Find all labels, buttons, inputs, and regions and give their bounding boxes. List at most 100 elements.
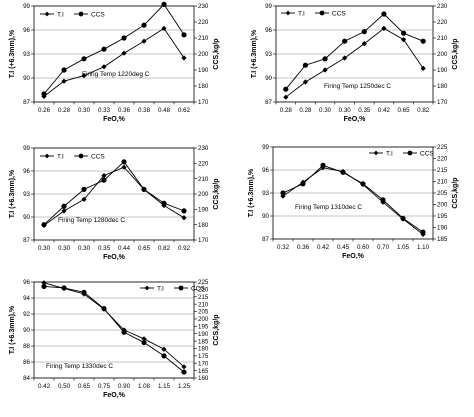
y2-tick-label: 170 xyxy=(198,237,209,244)
legend-marker-diamond xyxy=(373,150,379,156)
data-point-circle xyxy=(61,285,67,291)
series-line-ti xyxy=(285,27,424,98)
data-point-circle xyxy=(101,177,107,183)
y2-tick-label: 215 xyxy=(437,167,448,174)
y2-tick-label: 230 xyxy=(437,3,448,10)
x-tick-label: 0.30 xyxy=(319,107,332,114)
y2-tick-label: 225 xyxy=(198,279,209,286)
y-tick-label: 96 xyxy=(23,279,30,286)
x-tick-label: 1.25 xyxy=(178,383,191,390)
data-point-circle xyxy=(101,46,107,52)
data-point-circle xyxy=(283,86,289,92)
data-point-diamond xyxy=(121,50,127,56)
y-tick-label: 99 xyxy=(265,3,272,10)
x-tick-label: 0.60 xyxy=(357,244,370,251)
chart-annotation: Firing Temp 1280dec C xyxy=(58,217,125,224)
data-point-diamond xyxy=(381,25,387,31)
y-tick-label: 87 xyxy=(23,99,30,106)
data-point-circle xyxy=(81,289,87,295)
data-point-diamond xyxy=(400,37,407,43)
chart-panel-5: 8486889092949616016517017518018519019520… xyxy=(9,279,220,399)
data-point-circle xyxy=(342,38,348,44)
data-point-circle xyxy=(41,91,47,97)
data-point-circle xyxy=(181,369,187,375)
x-axis-title: FeO,% xyxy=(103,116,126,123)
y2-tick-label: 190 xyxy=(198,67,209,74)
chart-annotation: Firing Temp 1250dec C xyxy=(324,83,391,90)
chart-panel-4: 87 90 93 96 99 185 190 195 200 205 210 215 220 225 0.3… xyxy=(248,144,459,260)
y2-tick-label: 190 xyxy=(437,67,448,74)
x-axis-title: FeO,% xyxy=(342,253,365,260)
legend-label: CCS xyxy=(191,285,205,292)
data-point-diamond xyxy=(181,55,187,61)
data-point-circle xyxy=(41,222,47,228)
y2-tick-label: 210 xyxy=(437,35,448,42)
y-tick-label: 94 xyxy=(23,295,30,302)
x-tick-label: 0.28 xyxy=(280,107,293,114)
y2-axis-title: CCS,kg/p xyxy=(213,178,220,209)
x-tick-label: 0.82 xyxy=(417,107,430,114)
y2-axis-title: CCS,kg/p xyxy=(213,314,220,345)
x-axis-title: FeO,% xyxy=(103,392,126,399)
data-point-diamond xyxy=(41,280,47,286)
x-tick-label: 1.15 xyxy=(158,383,171,390)
x-tick-label: 0.92 xyxy=(178,245,191,252)
legend: T.I CCS xyxy=(140,285,205,292)
x-tick-label: 1.08 xyxy=(138,383,151,390)
x-tick-label: 0.82 xyxy=(158,245,171,252)
x-tick-label: 0.26 xyxy=(38,107,51,114)
y2-tick-label: 175 xyxy=(198,353,209,360)
data-point-circle xyxy=(81,56,87,62)
legend-marker-circle xyxy=(78,11,84,17)
data-point-circle xyxy=(81,186,87,192)
y2-tick-label: 180 xyxy=(437,83,448,90)
y2-tick-label: 205 xyxy=(198,309,209,316)
series-line-ccs xyxy=(43,161,185,225)
y2-tick-label: 170 xyxy=(437,99,448,106)
y2-tick-label: 220 xyxy=(437,19,448,26)
series-line-ccs xyxy=(282,164,424,233)
y2-tick-label: 200 xyxy=(198,51,209,58)
y2-tick-label: 230 xyxy=(198,3,209,10)
y2-tick-label: 205 xyxy=(437,190,448,197)
x-tick-label: 1.10 xyxy=(417,244,430,251)
data-point-circle xyxy=(420,38,426,44)
data-point-circle xyxy=(161,1,167,7)
y-tick-label: 87 xyxy=(23,237,30,244)
data-point-circle xyxy=(381,11,387,17)
legend-label: T.I xyxy=(157,285,164,292)
data-point-diamond xyxy=(283,94,289,100)
x-tick-label: 0.33 xyxy=(98,107,111,114)
x-tick-label: 0.48 xyxy=(158,107,171,114)
y2-tick-label: 210 xyxy=(198,301,209,308)
data-point-circle xyxy=(161,353,167,359)
y2-tick-label: 220 xyxy=(437,156,448,163)
x-tick-label: 0.62 xyxy=(178,107,191,114)
y-tick-label: 96 xyxy=(265,27,272,34)
data-point-circle xyxy=(141,22,147,28)
x-tick-label: 0.28 xyxy=(58,107,71,114)
data-point-circle xyxy=(161,200,167,206)
y2-tick-label: 210 xyxy=(198,176,209,183)
y2-tick-label: 185 xyxy=(437,236,448,243)
legend-marker-diamond xyxy=(44,153,50,159)
data-point-circle xyxy=(121,35,127,41)
data-point-diamond xyxy=(141,336,147,342)
x-tick-label: 0.30 xyxy=(78,107,91,114)
legend-label: T.I xyxy=(57,153,64,160)
y2-axis-title: CCS,kg/p xyxy=(452,177,459,208)
data-point-circle xyxy=(360,181,366,187)
series-line-ccs xyxy=(43,285,185,373)
data-point-circle xyxy=(181,208,187,214)
x-tick-label: 0.32 xyxy=(277,244,290,251)
y2-tick-label: 225 xyxy=(437,144,448,151)
data-point-diamond xyxy=(81,196,87,202)
y-axis-title: T.I (+6.3mm),% xyxy=(9,169,16,218)
y-tick-label: 96 xyxy=(23,168,30,175)
x-tick-label: 0.30 xyxy=(58,245,71,252)
x-tick-label: 0.65 xyxy=(78,383,91,390)
y2-tick-label: 180 xyxy=(198,222,209,229)
data-point-circle xyxy=(61,67,67,73)
data-point-diamond xyxy=(101,64,107,70)
